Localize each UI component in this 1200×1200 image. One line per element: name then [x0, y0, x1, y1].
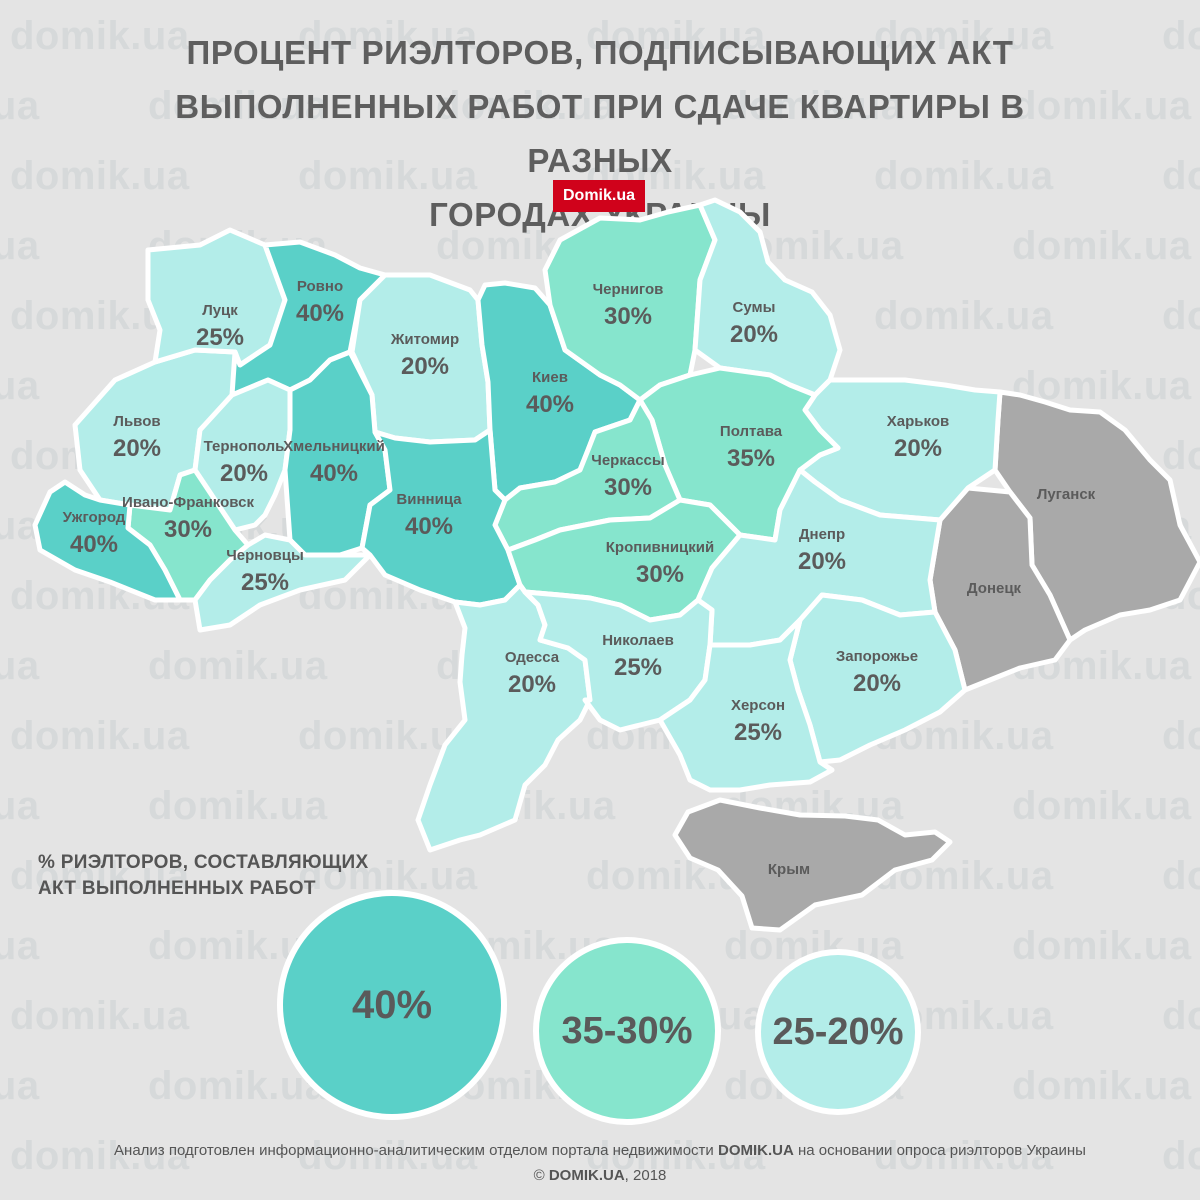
- label-donetsk-name: Донецк: [967, 580, 1022, 597]
- label-zhytomyr-name: Житомир: [390, 331, 459, 348]
- label-dnipro-value: 20%: [798, 548, 846, 575]
- label-kherson-name: Херсон: [731, 697, 785, 714]
- legend-bubble-40-label: 40%: [351, 982, 433, 1027]
- label-dnipro-name: Днепр: [799, 526, 845, 543]
- label-kyiv-name: Киев: [532, 369, 568, 386]
- label-lutsk-value: 25%: [196, 324, 244, 351]
- label-khmelnytskyi-name: Хмельницкий: [283, 438, 385, 455]
- legend-bubble-35-30: 35-30%: [533, 937, 721, 1125]
- label-zaporizhzhia-value: 20%: [853, 670, 901, 697]
- label-kharkiv-name: Харьков: [887, 413, 949, 430]
- label-kropyvnytskyi-name: Кропивницкий: [606, 539, 714, 556]
- label-chernivtsi-value: 25%: [241, 569, 289, 596]
- label-sumy-value: 20%: [730, 321, 778, 348]
- label-uzhhorod-value: 40%: [70, 531, 118, 558]
- legend-bubble-25-20: 25-20%: [755, 949, 921, 1115]
- legend-title-line-1: % РИЭЛТОРОВ, СОСТАВЛЯЮЩИХ: [38, 852, 369, 873]
- brand-badge: Domik.ua: [553, 180, 645, 212]
- legend-bubble-35-30-label: 35-30%: [561, 1009, 693, 1052]
- region-kherson[interactable]: [657, 617, 835, 793]
- page-title: ПРОЦЕНТ РИЭЛТОРОВ, ПОДПИСЫВАЮЩИХ АКТ ВЫП…: [100, 26, 1100, 242]
- footer-source: Анализ подготовлен информационно-аналити…: [0, 1142, 1200, 1159]
- region-sumy[interactable]: [692, 197, 843, 398]
- footer-source-post: на основании опроса риэлторов Украины: [793, 1142, 1086, 1159]
- label-uzhhorod-name: Ужгород: [63, 509, 126, 526]
- label-luhansk-name: Луганск: [1037, 486, 1096, 503]
- legend-title-line-2: АКТ ВЫПОЛНЕННЫХ РАБОТ: [38, 878, 316, 899]
- label-ternopil-name: Тернополь: [204, 438, 285, 455]
- label-ternopil-value: 20%: [220, 460, 268, 487]
- label-cherkasy-name: Черкассы: [591, 452, 664, 469]
- label-poltava-name: Полтава: [720, 423, 783, 440]
- label-odesa-value: 20%: [508, 671, 556, 698]
- label-kyiv-value: 40%: [526, 391, 574, 418]
- label-sumy-name: Сумы: [733, 299, 776, 316]
- label-rivne-name: Ровно: [297, 278, 343, 295]
- region-chernivtsi[interactable]: [192, 532, 373, 633]
- footer-copyright: © DOMIK.UA, 2018: [0, 1167, 1200, 1184]
- label-kharkiv-value: 20%: [894, 435, 942, 462]
- label-lutsk-name: Луцк: [202, 302, 238, 319]
- label-mykolaiv-value: 25%: [614, 654, 662, 681]
- label-vinnytsia-value: 40%: [405, 513, 453, 540]
- label-chernihiv-name: Чернигов: [593, 281, 664, 298]
- label-ivano-frankivsk-name: Ивано-Франковск: [122, 494, 254, 511]
- label-odesa-name: Одесса: [505, 649, 560, 666]
- label-zaporizhzhia-name: Запорожье: [836, 648, 918, 665]
- label-chernihiv-value: 30%: [604, 303, 652, 330]
- label-ivano-frankivsk-value: 30%: [164, 516, 212, 543]
- footer-source-pre: Анализ подготовлен информационно-аналити…: [114, 1142, 718, 1159]
- label-kropyvnytskyi-value: 30%: [636, 561, 684, 588]
- label-mykolaiv-name: Николаев: [602, 632, 674, 649]
- title-line-1: ПРОЦЕНТ РИЭЛТОРОВ, ПОДПИСЫВАЮЩИХ АКТ: [186, 34, 1014, 71]
- footer-source-brand: DOMIK.UA: [717, 1142, 794, 1159]
- region-uzhhorod[interactable]: [32, 479, 183, 603]
- copyright-symbol: ©: [533, 1167, 545, 1184]
- label-kherson-value: 25%: [734, 719, 782, 746]
- copyright-year: , 2018: [624, 1167, 667, 1184]
- label-vinnytsia-name: Винница: [396, 491, 462, 508]
- copyright-site: DOMIK.UA: [548, 1167, 625, 1184]
- label-lviv-value: 20%: [113, 435, 161, 462]
- label-chernivtsi-name: Черновцы: [226, 547, 304, 564]
- region-labels: Луцк 25% Ровно 40% Житомир 20% Киев 40% …: [63, 278, 1096, 878]
- label-crimea-name: Крым: [768, 861, 810, 878]
- label-cherkasy-value: 30%: [604, 474, 652, 501]
- label-lviv-name: Львов: [113, 413, 160, 430]
- region-crimea[interactable]: [672, 797, 953, 933]
- label-poltava-value: 35%: [727, 445, 775, 472]
- title-line-2: ВЫПОЛНЕННЫХ РАБОТ ПРИ СДАЧЕ КВАРТИРЫ В Р…: [175, 88, 1025, 179]
- label-zhytomyr-value: 20%: [401, 353, 449, 380]
- legend-bubble-25-20-label: 25-20%: [772, 1010, 904, 1053]
- legend-title: % РИЭЛТОРОВ, СОСТАВЛЯЮЩИХ АКТ ВЫПОЛНЕННЫ…: [38, 850, 368, 902]
- legend-bubble-40: 40%: [277, 890, 507, 1120]
- label-khmelnytskyi-value: 40%: [310, 460, 358, 487]
- label-rivne-value: 40%: [296, 300, 344, 327]
